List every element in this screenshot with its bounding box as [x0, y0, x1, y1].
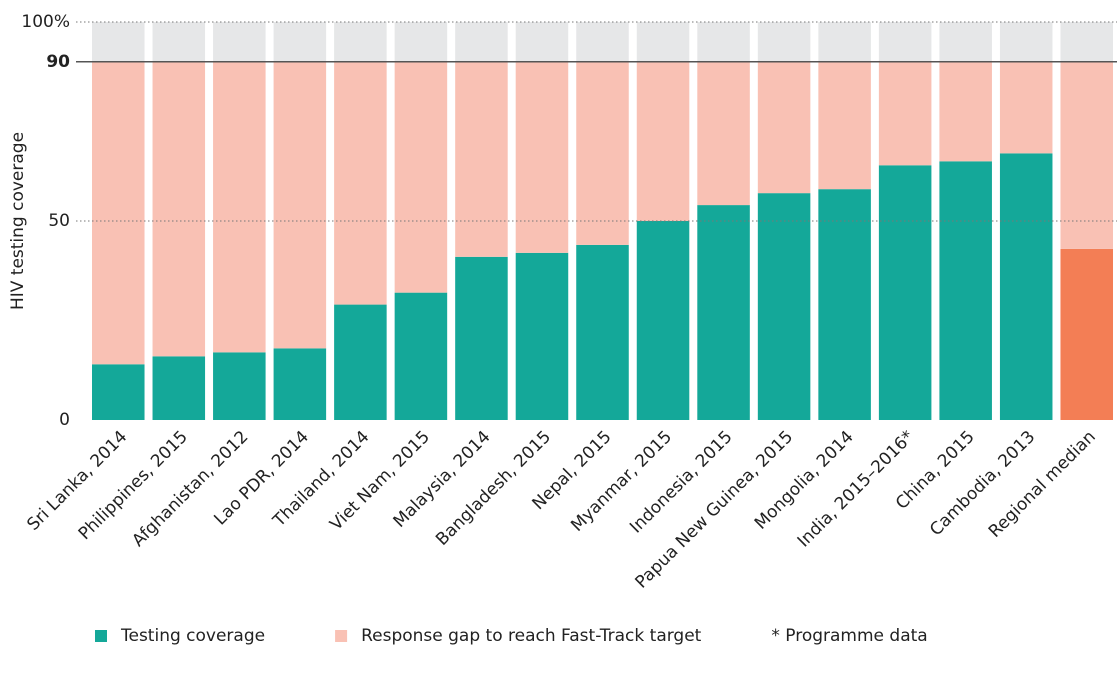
bar-segment — [394, 292, 448, 420]
bar-segment — [576, 61, 629, 245]
x-tick-label: Indonesia, 2015 — [626, 427, 737, 538]
bar-segment — [455, 22, 508, 62]
bar-segment — [394, 61, 448, 293]
bar-segment — [1060, 22, 1113, 62]
bar-segment — [1060, 61, 1113, 249]
bar-segment — [334, 304, 387, 420]
bar-segment — [273, 348, 327, 420]
legend-swatch — [95, 630, 107, 642]
bar-segment — [697, 61, 750, 206]
bar-segment — [878, 61, 932, 166]
bar-segment — [939, 161, 992, 421]
bar-segment — [636, 61, 690, 221]
y-axis-label: HIV testing coverage — [8, 132, 28, 310]
bar-segment — [939, 61, 992, 162]
bar-segment — [152, 22, 206, 62]
bar-segment — [576, 22, 629, 62]
bar-segment — [576, 244, 629, 420]
bar-segment — [213, 22, 266, 62]
x-tick-label: Bangladesh, 2015 — [432, 427, 555, 550]
x-tick-label: Sri Lanka, 2014 — [23, 427, 131, 535]
bar-segment — [273, 61, 327, 349]
y-tick-label: 0 — [59, 410, 70, 430]
legend-label: Response gap to reach Fast-Track target — [361, 626, 702, 646]
bar-segment — [636, 22, 690, 62]
x-tick-label: Cambodia, 2013 — [926, 427, 1039, 540]
bar-segment — [1060, 248, 1113, 420]
bar-segment — [818, 22, 871, 62]
y-tick-label: 50 — [48, 211, 70, 231]
legend-label: Testing coverage — [120, 626, 265, 646]
bar-segment — [334, 22, 387, 62]
bar-segment — [213, 61, 266, 353]
bar-segment — [878, 22, 932, 62]
bar-segment — [515, 61, 569, 253]
bar-segment — [455, 61, 508, 257]
bar-segment — [92, 22, 145, 62]
bar-segment — [697, 22, 750, 62]
bar-segment — [939, 22, 992, 62]
bar-segment — [394, 22, 448, 62]
legend-swatch — [335, 630, 348, 642]
bar-segment — [757, 61, 811, 194]
bar-segment — [515, 252, 569, 420]
bar-segment — [697, 205, 750, 420]
bar-segment — [757, 22, 811, 62]
bar-segment — [818, 189, 871, 420]
x-tick-label: Philippines, 2015 — [75, 427, 192, 544]
bar-segment — [152, 61, 206, 357]
bar-segment — [92, 61, 145, 365]
bar-segment — [152, 356, 206, 420]
bar-segment — [455, 256, 508, 420]
bar-segment — [273, 22, 327, 62]
x-tick-label: India, 2015–2016* — [794, 427, 918, 551]
bar-segment — [818, 61, 871, 190]
bar-segment — [999, 61, 1053, 154]
bar-segment — [878, 165, 932, 420]
bar-segment — [999, 22, 1053, 62]
bar-segment — [757, 193, 811, 420]
x-tick-label: Afghanistan, 2012 — [128, 427, 252, 551]
bar-segment — [334, 61, 387, 305]
bar-segment — [213, 352, 266, 420]
x-tick-label: Myanmar, 2015 — [567, 427, 676, 536]
y-tick-label: 90 — [46, 52, 70, 72]
bar-segment — [999, 153, 1053, 420]
note: * Programme data — [771, 626, 927, 646]
bar-segment — [92, 364, 145, 420]
bar-segment — [515, 22, 569, 62]
x-tick-label: Regional median — [985, 427, 1100, 542]
y-tick-label: 100% — [21, 12, 70, 32]
bar-segment — [636, 221, 690, 420]
